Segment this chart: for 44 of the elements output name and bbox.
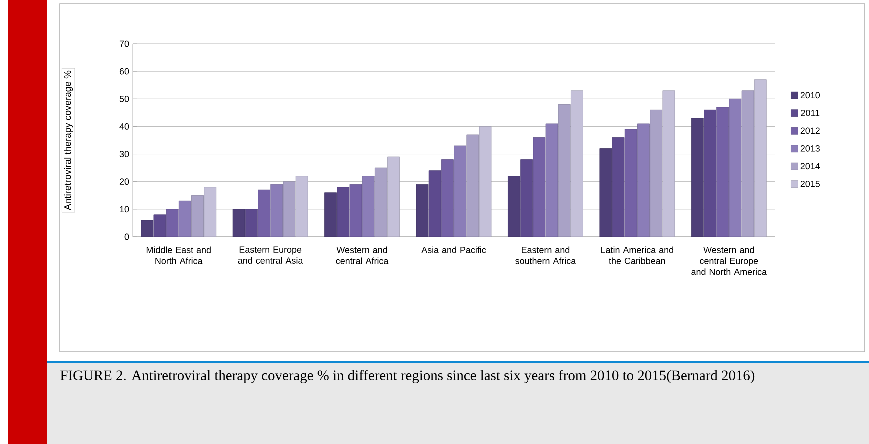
- y-tick-label: 50: [120, 96, 130, 102]
- y-axis-title: Antiretroviral therapy coverage %: [64, 70, 74, 210]
- bar: [546, 124, 558, 237]
- x-tick-label: Latin America and the Caribbean: [602, 246, 674, 264]
- y-tick-label: 60: [120, 68, 130, 75]
- legend-label: 2010: [800, 92, 820, 99]
- y-tick-label: 0: [124, 234, 130, 240]
- bar: [166, 209, 179, 237]
- y-tick-label: 30: [120, 151, 130, 158]
- bar: [442, 160, 454, 237]
- bar: [192, 195, 204, 237]
- y-tick-label: 10: [120, 206, 130, 213]
- bar: [638, 124, 650, 237]
- bar: [374, 168, 388, 237]
- bar: [729, 98, 742, 237]
- bar: [454, 146, 467, 237]
- legend-label: 2015: [800, 180, 820, 188]
- legend-label: 2013: [800, 145, 820, 152]
- y-tick-label: 70: [120, 40, 130, 48]
- bar: [350, 184, 362, 237]
- bar: [178, 200, 192, 237]
- bar: [362, 176, 375, 237]
- bar: [716, 107, 730, 237]
- bar: [742, 90, 754, 237]
- legend-label: 2014: [800, 163, 820, 170]
- x-tick-label: Western and central Africa: [336, 246, 389, 264]
- bar: [624, 129, 638, 237]
- bar: [258, 190, 270, 237]
- bar: [650, 110, 663, 237]
- x-tick-label: Middle East and North Africa: [146, 246, 211, 264]
- x-tick-label: Eastern and southern Africa: [516, 246, 576, 264]
- y-tick-label: 40: [120, 124, 130, 130]
- x-tick-label: Western and central Europe and North America: [692, 246, 768, 276]
- bar: [558, 104, 571, 237]
- legend-label: 2012: [800, 128, 820, 134]
- caption: FIGURE 2. Antiretroviral therapy coverage % in different regions since last six years from 2010 to 2015(Bernard 2016): [60, 370, 755, 384]
- bar: [270, 184, 284, 237]
- x-tick-label: Asia and Pacific: [422, 246, 486, 254]
- bar: [283, 182, 296, 237]
- bar: [533, 138, 546, 237]
- legend-label: 2011: [801, 110, 820, 116]
- x-tick-label: Eastern Europe and central Asia: [238, 246, 304, 264]
- y-tick-label: 20: [120, 178, 130, 186]
- bar: [466, 134, 480, 237]
